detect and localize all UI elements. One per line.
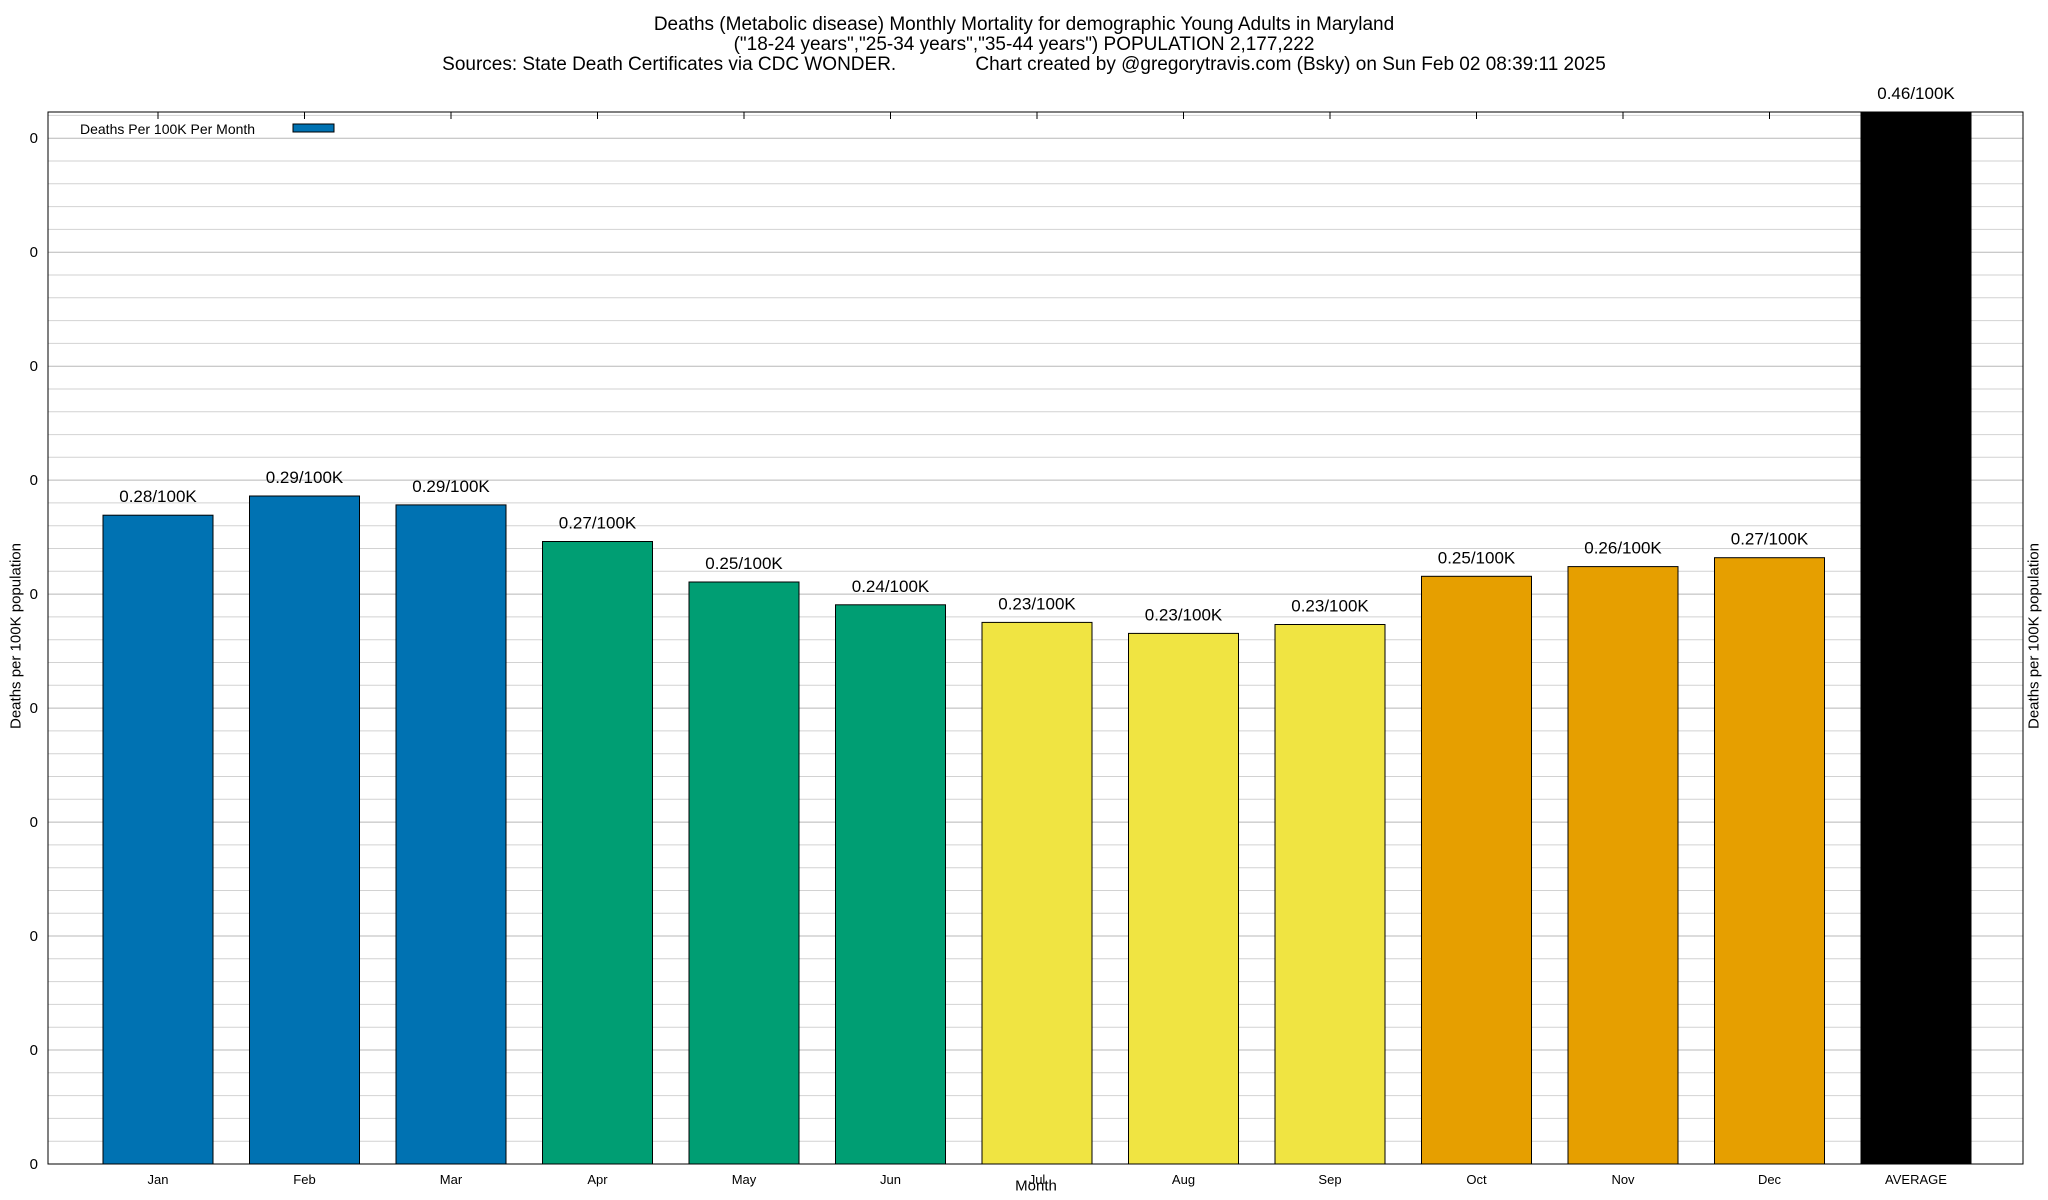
- x-tick-label: AVERAGE: [1885, 1172, 1947, 1187]
- y-axis-label-right: Deaths per 100K population: [2025, 543, 2043, 729]
- data-label: 0.24/100K: [852, 577, 930, 596]
- y-tick-label: 0: [30, 814, 38, 831]
- data-label: 0.27/100K: [559, 514, 637, 533]
- data-label: 0.29/100K: [266, 468, 344, 487]
- x-tick-label: Apr: [587, 1172, 608, 1187]
- bar-nov: [1567, 566, 1679, 1165]
- y-tick-label: 0: [30, 700, 38, 717]
- chart-title-line-1: Deaths (Metabolic disease) Monthly Morta…: [653, 14, 1395, 35]
- data-label: 0.23/100K: [998, 594, 1076, 613]
- x-tick-label: May: [732, 1172, 757, 1187]
- data-label: 0.26/100K: [1584, 539, 1662, 558]
- bar-aug: [1128, 632, 1239, 1165]
- data-label: 0.23/100K: [1291, 597, 1369, 616]
- y-axis-label-left: Deaths per 100K population: [7, 543, 25, 729]
- y-tick-label: 0: [30, 472, 38, 489]
- bar-may: [688, 581, 800, 1165]
- data-label: 0.25/100K: [705, 554, 783, 573]
- legend-swatch: [292, 123, 335, 133]
- x-tick-label: Mar: [440, 1172, 463, 1187]
- data-label: 0.25/100K: [1438, 548, 1516, 567]
- y-tick-label: 0: [30, 358, 38, 375]
- data-label: 0.23/100K: [1145, 605, 1223, 624]
- bar-apr: [542, 541, 653, 1165]
- x-tick-label: Aug: [1172, 1172, 1195, 1187]
- bar-feb: [249, 495, 360, 1165]
- data-label: 0.27/100K: [1731, 530, 1809, 549]
- bar-oct: [1421, 575, 1532, 1165]
- data-label: 0.46/100K: [1877, 84, 1955, 103]
- y-tick-label: 0: [30, 1042, 38, 1059]
- y-tick-label: 0: [30, 130, 38, 147]
- x-tick-label: Nov: [1611, 1172, 1635, 1187]
- chart-title-line-3: Sources: State Death Certificates via CD…: [442, 54, 1606, 75]
- chart-title-line-2: ("18-24 years","25-34 years","35-44 year…: [733, 34, 1315, 55]
- y-tick-label: 0: [30, 586, 38, 603]
- bar-sep: [1274, 624, 1386, 1165]
- x-tick-label: Sep: [1318, 1172, 1341, 1187]
- bar-jan: [102, 514, 214, 1165]
- y-tick-label: 0: [30, 1156, 38, 1173]
- bar-mar: [395, 504, 507, 1165]
- x-tick-label: Jul: [1029, 1172, 1046, 1187]
- legend: Deaths Per 100K Per Month: [80, 121, 335, 137]
- bar-jun: [835, 604, 946, 1165]
- x-tick-label: Jun: [880, 1172, 901, 1187]
- x-tick-label: Feb: [293, 1172, 315, 1187]
- bar-jul: [981, 621, 1093, 1165]
- bar-average: [1860, 111, 1972, 1165]
- data-label: 0.28/100K: [119, 487, 197, 506]
- y-tick-label: 0: [30, 244, 38, 261]
- plot-border: [47, 111, 2024, 1165]
- legend-label: Deaths Per 100K Per Month: [80, 121, 255, 137]
- data-label: 0.29/100K: [412, 477, 490, 496]
- x-tick-label: Oct: [1466, 1172, 1487, 1187]
- x-tick-label: Jan: [148, 1172, 169, 1187]
- x-axis-label: Month: [1015, 1177, 1057, 1195]
- y-tick-label: 0: [30, 928, 38, 945]
- x-tick-label: Dec: [1758, 1172, 1782, 1187]
- bar-dec: [1714, 557, 1825, 1165]
